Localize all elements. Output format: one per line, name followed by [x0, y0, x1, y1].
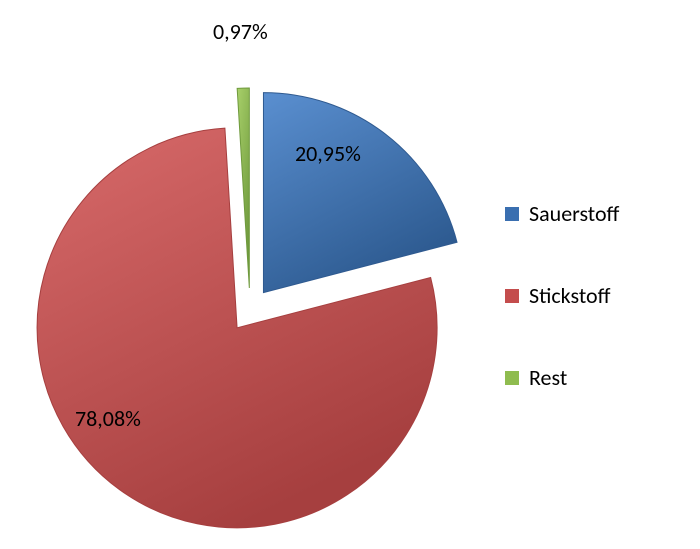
pct-label-sauerstoff: 20,95%	[295, 140, 361, 167]
pie-slice-rest	[237, 88, 249, 288]
legend-item-sauerstoff: Sauerstoff	[505, 200, 665, 227]
pct-label-stickstoff: 78,08%	[75, 405, 141, 432]
legend-item-stickstoff: Stickstoff	[505, 282, 665, 309]
legend-label: Rest	[529, 364, 567, 391]
legend-label: Stickstoff	[529, 282, 610, 309]
pie-chart-container: 0,97% 20,95% 78,08% Sauerstoff Stickstof…	[0, 0, 700, 549]
legend-swatch-rest	[505, 371, 519, 385]
legend-label: Sauerstoff	[529, 200, 619, 227]
pct-label-rest: 0,97%	[213, 18, 268, 45]
legend-swatch-stickstoff	[505, 289, 519, 303]
legend: Sauerstoff Stickstoff Rest	[505, 200, 665, 446]
legend-swatch-sauerstoff	[505, 207, 519, 221]
pie-slice-sauerstoff	[263, 93, 457, 293]
legend-item-rest: Rest	[505, 364, 665, 391]
